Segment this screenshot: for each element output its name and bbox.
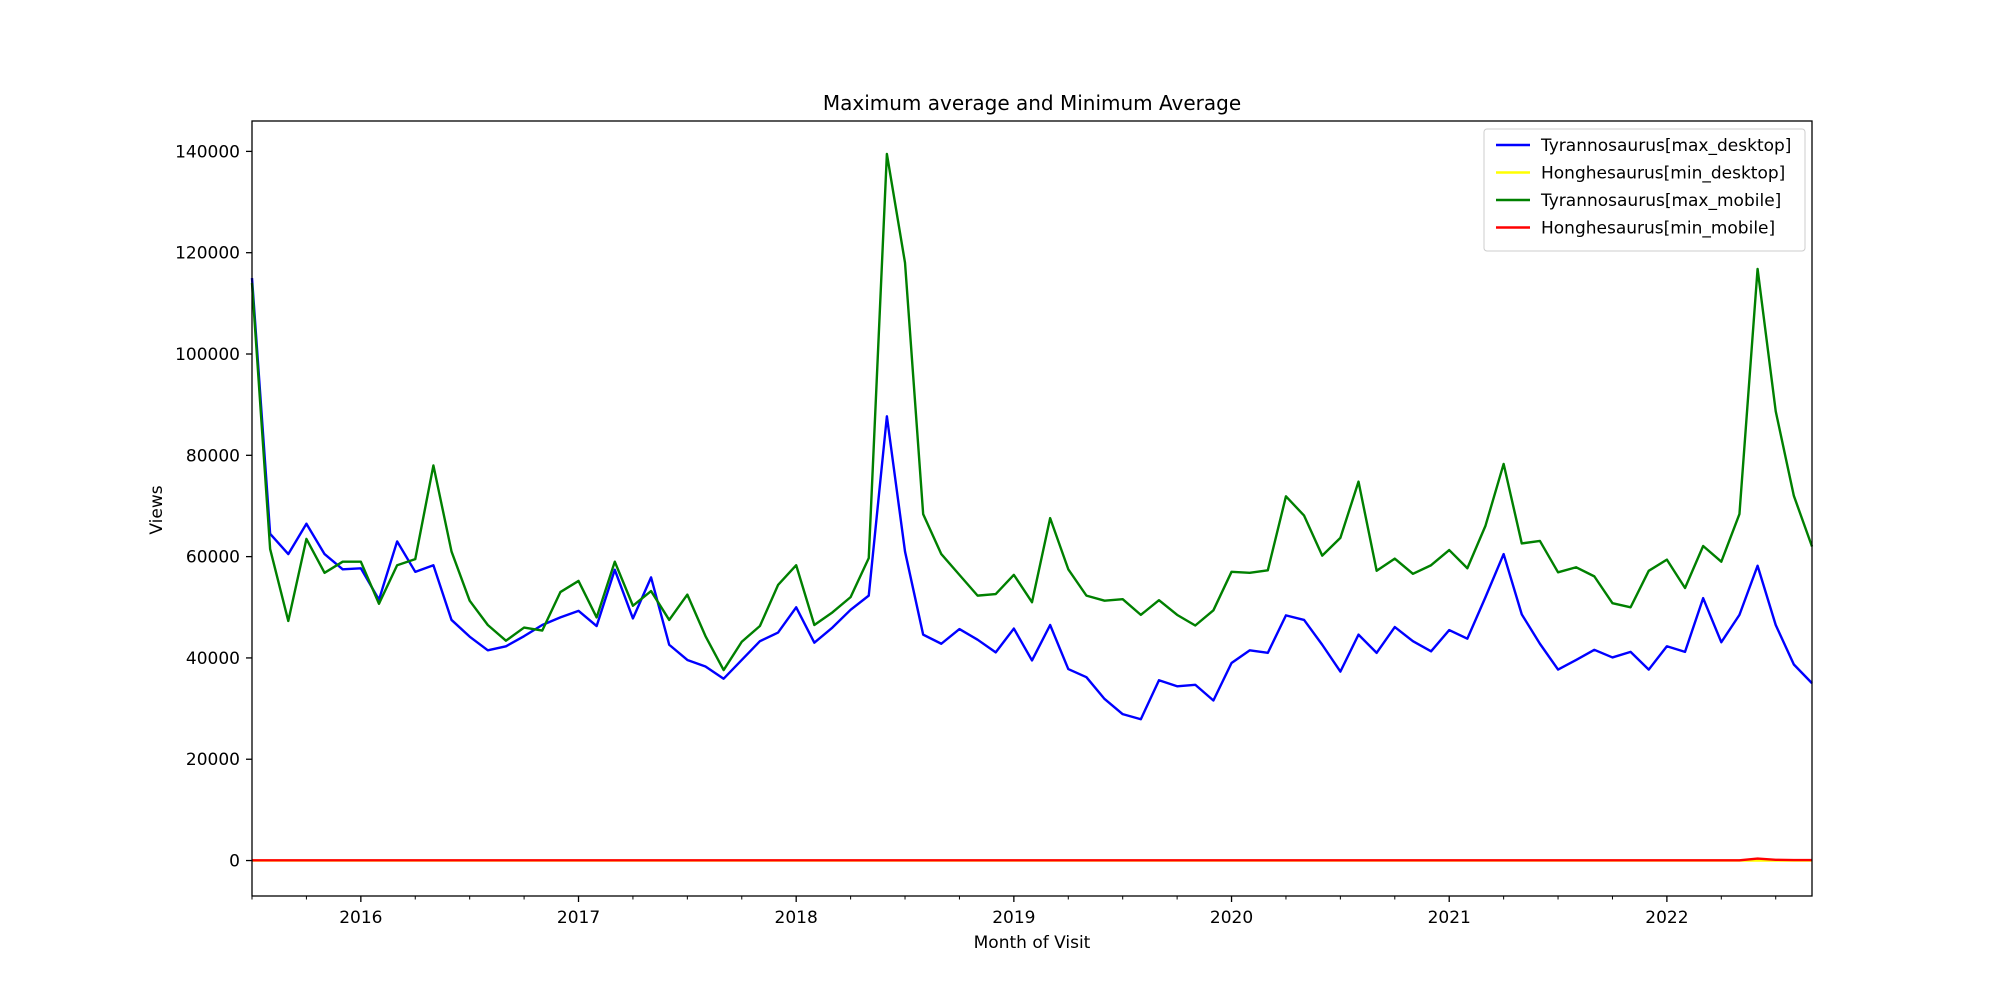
x-tick-label: 2018	[775, 908, 818, 928]
y-tick-label: 140000	[175, 142, 240, 162]
x-tick-label: 2017	[557, 908, 600, 928]
plot-frame	[251, 120, 1813, 897]
legend: Tyrannosaurus[max_desktop] Honghesaurus[m…	[1483, 128, 1806, 252]
x-axis-title: Month of Visit	[974, 933, 1091, 953]
x-tick-label: 2021	[1428, 908, 1471, 928]
legend-label-3: Honghesaurus[min_mobile]	[1541, 219, 1775, 239]
x-tick-label: 2016	[339, 908, 382, 928]
x-tick-label: 2019	[992, 908, 1035, 928]
legend-label-1: Honghesaurus[min_desktop]	[1541, 164, 1785, 184]
y-tick-label: 100000	[175, 345, 240, 365]
x-tick-label: 2020	[1210, 908, 1253, 928]
y-tick-label: 20000	[186, 750, 240, 770]
legend-box	[1483, 128, 1806, 252]
x-axis: 2016 2017 2018 2019 2020 2021 2022	[251, 896, 1777, 928]
y-tick-label: 80000	[186, 446, 240, 466]
chart-title: Maximum average and Minimum Average	[823, 91, 1241, 115]
legend-label-0: Tyrannosaurus[max_desktop]	[1540, 136, 1791, 156]
y-axis-title: Views	[147, 485, 167, 534]
y-tick-label: 120000	[175, 244, 240, 264]
series-line-0	[250, 277, 1813, 721]
x-tick-label: 2022	[1645, 908, 1688, 928]
y-tick-label: 0	[229, 852, 240, 872]
series-line-3	[252, 857, 1812, 862]
legend-label-2: Tyrannosaurus[max_mobile]	[1540, 191, 1781, 211]
y-axis: 0 20000 40000 60000 80000 100000 120000 140000	[175, 142, 252, 872]
y-tick-label: 60000	[186, 548, 240, 568]
y-tick-label: 40000	[186, 649, 240, 669]
series-line-2	[250, 152, 1814, 672]
